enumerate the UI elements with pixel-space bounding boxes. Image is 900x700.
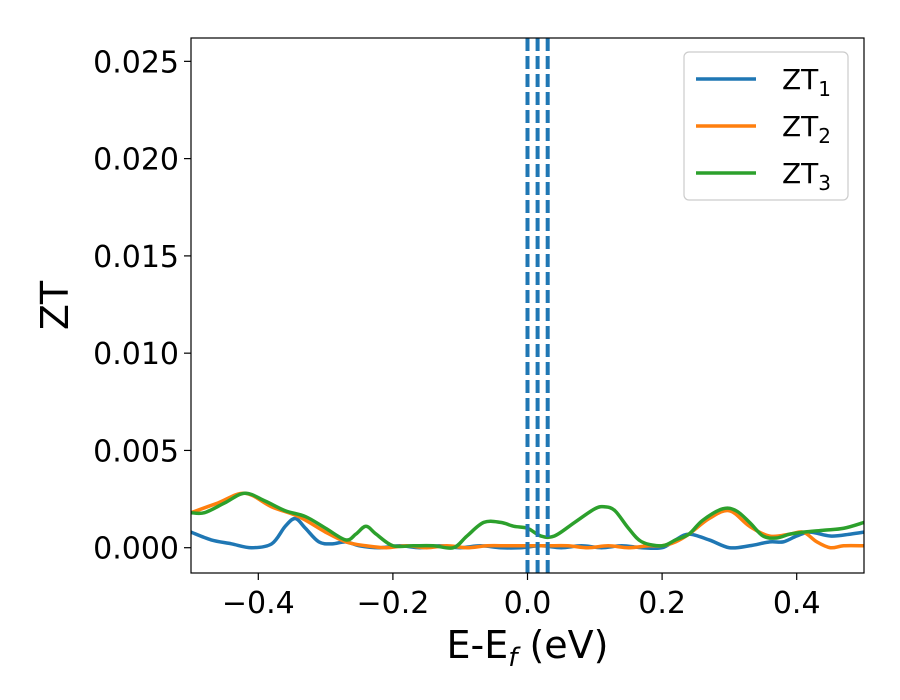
- legend: ZT1 ZT2 ZT3: [683, 51, 849, 201]
- x-axis-label-unit: (eV): [517, 623, 608, 667]
- y-tick-label: 0.005: [93, 434, 179, 469]
- vertical-lines-top: [525, 38, 550, 573]
- y-tick-label: 0.015: [93, 240, 179, 275]
- legend-label: ZT2: [782, 110, 831, 148]
- legend-label: ZT3: [782, 157, 831, 195]
- y-tick-label: 0.010: [93, 337, 179, 372]
- y-tick-label: 0.000: [93, 532, 179, 567]
- x-axis-label: E-Ef (eV): [447, 623, 609, 673]
- x-tick-label: −0.4: [222, 586, 295, 621]
- y-axis-ticks: 0.000 0.005 0.010 0.015 0.020 0.025: [93, 45, 191, 567]
- x-tick-label: 0.0: [504, 586, 552, 621]
- x-axis-label-main: E-E: [447, 623, 509, 667]
- legend-box: [683, 51, 849, 201]
- series-line-zt3: [191, 491, 864, 550]
- series-line-zt1: [191, 516, 864, 551]
- y-tick-label: 0.020: [93, 143, 179, 178]
- legend-label: ZT1: [782, 63, 831, 101]
- y-axis-label: ZT: [33, 280, 77, 330]
- y-tick-label: 0.025: [93, 45, 179, 80]
- x-tick-label: 0.4: [773, 586, 821, 621]
- x-tick-label: −0.2: [356, 586, 429, 621]
- x-tick-label: 0.2: [638, 586, 686, 621]
- series-layer: [191, 491, 864, 551]
- x-axis-ticks: −0.4 −0.2 0.0 0.2 0.4: [222, 573, 821, 621]
